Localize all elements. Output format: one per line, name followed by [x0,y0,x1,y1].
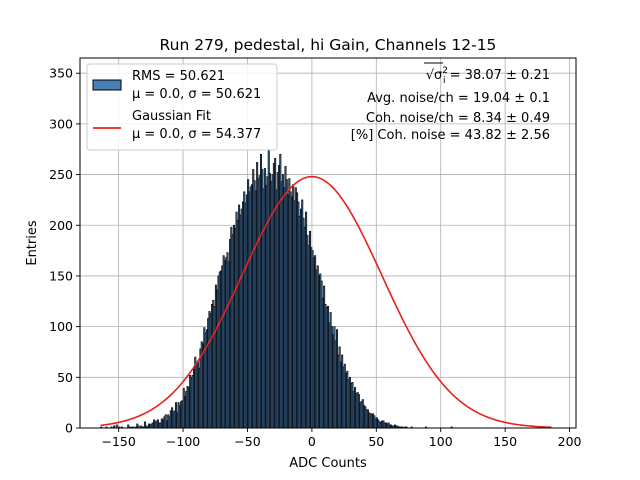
x-tick-label: −100 [166,434,200,449]
axes-frame [79,57,577,429]
annotation-subscript: i [443,76,446,86]
x-tick-label: −150 [101,434,135,449]
legend-fit-label: Gaussian Fit [132,109,211,124]
legend-histogram-swatch [92,79,122,91]
legend-histogram-label: RMS = 50.621 [132,69,225,84]
annotation-sigma-value: = 38.07 ± 0.21 [446,68,550,83]
histogram-bars [100,148,453,429]
x-tick-label: 150 [493,434,517,449]
legend-frame [86,63,278,151]
x-tick-label: 0 [308,434,316,449]
y-tick-label: 200 [49,218,73,233]
legend-histogram-params: μ = 0.0, σ = 50.621 [132,87,261,102]
gaussian-fit-curve [100,175,552,429]
annotation-avg-noise: Avg. noise/ch = 19.04 ± 0.1 [367,91,550,106]
legend-fit-params: μ = 0.0, σ = 54.377 [132,127,261,142]
chart-title: Run 279, pedestal, hi Gain, Channels 12-… [160,36,497,54]
x-tick-label: −50 [234,434,260,449]
annotation-coh-noise: Coh. noise/ch = 8.34 ± 0.49 [366,111,550,126]
annotation-coh-noise-pct: [%] Coh. noise = 43.82 ± 2.56 [351,128,550,143]
annotation-sigma: √σ2 i = 38.07 ± 0.21 [426,66,550,86]
y-tick-label: 150 [49,268,73,283]
annotation-sigma-symbol: σ [434,68,442,83]
y-axis-label: Entries [25,220,40,266]
noise-annotations: √σ2 i = 38.07 ± 0.21 Avg. noise/ch = 19.0… [351,62,550,143]
y-axis-ticks: 0 50 100 150 200 250 300 350 [49,66,80,436]
x-axis-ticks: −150 −100 −50 0 50 100 150 200 [101,428,582,449]
annotation-sqrt-sign: √ [426,68,435,83]
y-tick-label: 250 [49,167,73,182]
y-tick-label: 350 [49,66,73,81]
y-tick-label: 50 [57,370,73,385]
y-tick-label: 100 [49,319,73,334]
legend: RMS = 50.621 μ = 0.0, σ = 50.621 Gaussia… [86,63,278,151]
y-tick-label: 0 [65,421,73,436]
y-tick-label: 300 [49,116,73,131]
x-tick-label: 200 [558,434,582,449]
annotation-superscript: 2 [442,66,448,76]
x-axis-label: ADC Counts [289,456,367,471]
x-tick-label: 100 [429,434,453,449]
x-tick-label: 50 [368,434,384,449]
